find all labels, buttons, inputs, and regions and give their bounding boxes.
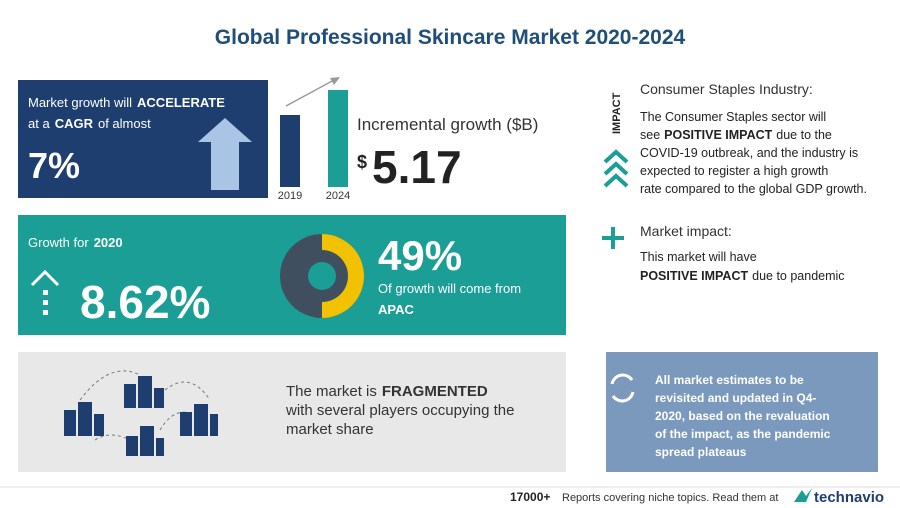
- year-label: 2024: [326, 190, 350, 202]
- dot: [43, 300, 48, 305]
- chevrons-icon: [603, 149, 629, 188]
- building: [154, 388, 164, 408]
- donut-center: [308, 262, 336, 290]
- text: at a: [28, 116, 50, 131]
- share-value: 49%: [378, 232, 462, 279]
- brand[interactable]: technavio: [814, 489, 884, 506]
- trend-arrow: [285, 79, 335, 107]
- chevron: [603, 173, 629, 188]
- text: ACCELERATE: [137, 95, 225, 110]
- incremental-label: Incremental growth ($B): [357, 115, 538, 134]
- building: [64, 410, 76, 436]
- note-line: revisited and updated in Q4-: [655, 391, 816, 405]
- text: The market is: [286, 383, 377, 400]
- refresh-icon: [610, 373, 635, 403]
- text: POSITIVE IMPACT: [664, 128, 772, 142]
- refresh-arc: [611, 391, 635, 403]
- impact-heading: IMPACT: [611, 92, 623, 134]
- refresh-arc: [610, 373, 634, 385]
- chevron: [603, 161, 629, 176]
- growth-2020-label: Growth for 2020: [28, 235, 123, 250]
- text: see: [640, 128, 660, 142]
- text: of almost: [98, 116, 151, 131]
- donut-share: [322, 234, 364, 318]
- note-line: All market estimates to be: [655, 373, 804, 387]
- building: [126, 436, 138, 456]
- industry-line: see POSITIVE IMPACT due to the: [640, 128, 832, 142]
- year-label: 2019: [278, 190, 302, 202]
- text: FRAGMENTED: [382, 383, 488, 400]
- industry-line: expected to register a high growth: [640, 164, 828, 178]
- building: [140, 426, 154, 456]
- fragmented-line: with several players occupying the: [285, 402, 514, 419]
- title: Global Professional Skincare Market 2020…: [215, 26, 686, 49]
- brand-mark[interactable]: [794, 488, 812, 502]
- connection: [79, 370, 141, 401]
- note-panel: [606, 352, 878, 472]
- incremental-value: 5.17: [372, 141, 462, 193]
- market-line: POSITIVE IMPACT due to pandemic: [640, 269, 845, 283]
- dotted-arrow-icon: [30, 269, 60, 315]
- building: [138, 376, 152, 408]
- note-line: of the impact, as the pandemic: [655, 427, 831, 441]
- connections: [79, 370, 211, 441]
- bar-icon: [280, 115, 300, 187]
- building: [180, 412, 192, 436]
- footer-text: Reports covering niche topics. Read them…: [562, 492, 778, 504]
- text: due to pandemic: [752, 269, 844, 283]
- note-line: spread plateaus: [655, 445, 747, 459]
- footer-count: 17000+: [510, 490, 550, 504]
- building: [194, 404, 208, 436]
- bar-icon: [328, 90, 348, 187]
- cagr-value: 7%: [28, 145, 80, 186]
- text: CAGR: [55, 116, 94, 131]
- buildings-icon: [64, 376, 218, 456]
- fragmented-line: The market is FRAGMENTED: [286, 383, 488, 400]
- connection: [94, 434, 131, 441]
- share-text: Of growth will come from: [378, 281, 521, 296]
- growth-line: at a CAGR of almost: [28, 116, 151, 131]
- text: Growth for: [28, 235, 89, 250]
- building: [94, 414, 104, 436]
- building: [210, 414, 218, 436]
- growth-line: Market growth will ACCELERATE: [28, 95, 225, 110]
- arrow-head: [30, 269, 60, 287]
- building: [156, 438, 164, 456]
- market-title: Market impact:: [640, 223, 732, 239]
- note-line: 2020, based on the revaluation: [655, 409, 830, 423]
- dot: [43, 290, 48, 295]
- up-arrow-icon: [198, 118, 252, 190]
- industry-title: Consumer Staples Industry:: [640, 81, 813, 97]
- currency: $: [357, 152, 367, 172]
- industry-line: COVID-19 outbreak, and the industry is: [640, 146, 858, 160]
- market-line: This market will have: [640, 250, 757, 264]
- industry-line: The Consumer Staples sector will: [640, 110, 826, 124]
- building: [78, 402, 92, 436]
- chevron: [603, 149, 629, 164]
- text: POSITIVE IMPACT: [640, 269, 748, 283]
- text: due to the: [776, 128, 832, 142]
- growth-2020-value: 8.62%: [80, 276, 210, 328]
- text: 2020: [94, 235, 123, 250]
- fragmented-panel: [18, 352, 566, 472]
- connection: [164, 381, 211, 401]
- dot: [43, 310, 48, 315]
- industry-line: rate compared to the global GDP growth.: [640, 182, 867, 196]
- trend-arrow-head: [330, 77, 340, 85]
- building: [124, 384, 136, 408]
- region: APAC: [378, 302, 414, 317]
- text: Market growth will: [28, 95, 132, 110]
- fragmented-line: market share: [286, 421, 374, 438]
- plus-icon: [602, 227, 624, 249]
